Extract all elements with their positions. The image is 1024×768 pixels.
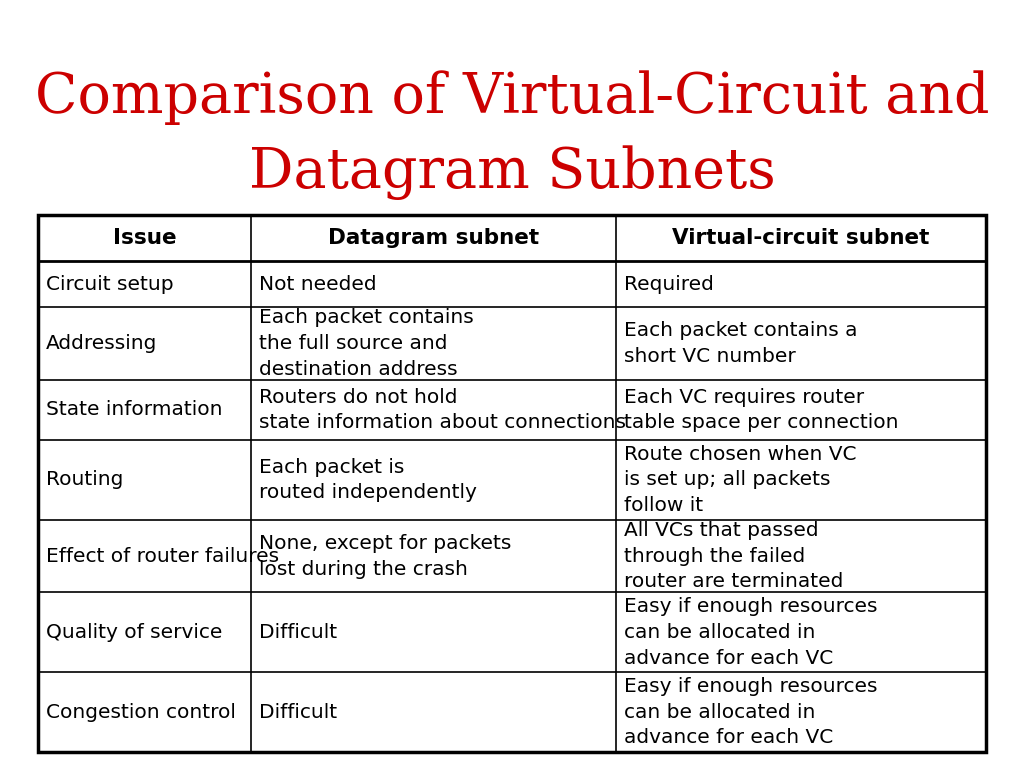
Text: Required: Required [625, 275, 715, 293]
Text: Addressing: Addressing [46, 334, 158, 353]
Text: Circuit setup: Circuit setup [46, 275, 174, 293]
Bar [38, 215, 986, 752]
Text: Quality of service: Quality of service [46, 623, 222, 642]
Text: Route chosen when VC
is set up; all packets
follow it: Route chosen when VC is set up; all pack… [625, 445, 857, 515]
Text: Datagram subnet: Datagram subnet [329, 228, 540, 248]
Text: State information: State information [46, 400, 222, 419]
Text: Routing: Routing [46, 471, 124, 489]
Text: Difficult: Difficult [259, 703, 338, 722]
Text: Difficult: Difficult [259, 623, 338, 642]
Text: Congestion control: Congestion control [46, 703, 237, 722]
Text: Each VC requires router
table space per connection: Each VC requires router table space per … [625, 388, 899, 432]
Text: Each packet contains
the full source and
destination address: Each packet contains the full source and… [259, 308, 474, 379]
Text: Datagram Subnets: Datagram Subnets [249, 145, 775, 200]
Text: Not needed: Not needed [259, 275, 377, 293]
Text: Comparison of Virtual-Circuit and: Comparison of Virtual-Circuit and [35, 70, 989, 124]
Text: None, except for packets
lost during the crash: None, except for packets lost during the… [259, 534, 512, 578]
Text: Issue: Issue [113, 228, 176, 248]
Text: Easy if enough resources
can be allocated in
advance for each VC: Easy if enough resources can be allocate… [625, 598, 878, 667]
Text: All VCs that passed
through the failed
router are terminated: All VCs that passed through the failed r… [625, 521, 844, 591]
Text: Each packet contains a
short VC number: Each packet contains a short VC number [625, 321, 858, 366]
Text: Easy if enough resources
can be allocated in
advance for each VC: Easy if enough resources can be allocate… [625, 677, 878, 747]
Text: Virtual-circuit subnet: Virtual-circuit subnet [673, 228, 930, 248]
Text: Each packet is
routed independently: Each packet is routed independently [259, 458, 477, 502]
Text: Routers do not hold
state information about connections: Routers do not hold state information ab… [259, 388, 627, 432]
Text: Effect of router failures: Effect of router failures [46, 547, 280, 566]
